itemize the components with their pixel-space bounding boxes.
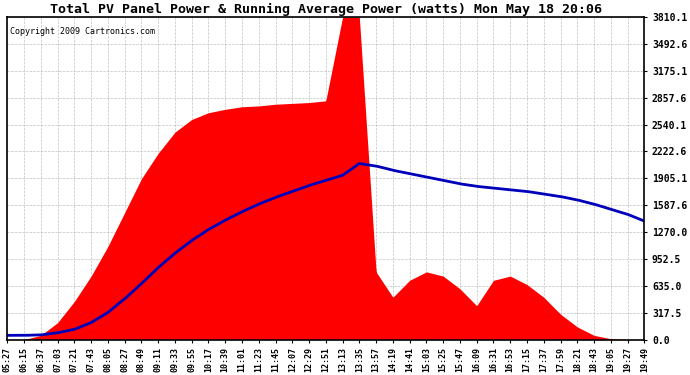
Title: Total PV Panel Power & Running Average Power (watts) Mon May 18 20:06: Total PV Panel Power & Running Average P… bbox=[50, 3, 602, 16]
Text: Copyright 2009 Cartronics.com: Copyright 2009 Cartronics.com bbox=[10, 27, 155, 36]
